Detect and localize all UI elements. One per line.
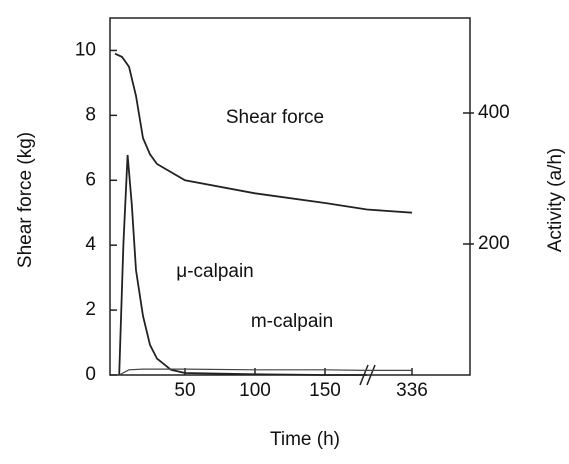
y2-axis-title: Activity (a/h) — [545, 148, 566, 253]
x-tick-label: 50 — [174, 380, 195, 401]
line-series — [114, 52, 413, 214]
x-axis-title: Time (h) — [270, 429, 340, 450]
y-tick-label: 8 — [85, 104, 96, 125]
y-tick-label: 4 — [85, 234, 96, 255]
y-tick-label: 0 — [85, 364, 96, 385]
line-series — [118, 368, 412, 376]
y-tick-label: 2 — [85, 299, 96, 320]
y-tick-label: 10 — [75, 39, 96, 60]
y2-tick-label: 200 — [478, 233, 510, 254]
series-label: μ-calpain — [176, 261, 253, 282]
y2-tick-label: 400 — [478, 102, 510, 123]
series-label: m-calpain — [251, 311, 333, 332]
line-series — [118, 154, 367, 376]
x-tick-label: 100 — [239, 380, 271, 401]
x-tick-label: 336 — [396, 380, 428, 401]
x-tick-label: 150 — [309, 380, 341, 401]
y-axis-title: Shear force (kg) — [15, 132, 36, 268]
y-tick-label: 6 — [85, 169, 96, 190]
series-label: Shear force — [226, 107, 324, 128]
